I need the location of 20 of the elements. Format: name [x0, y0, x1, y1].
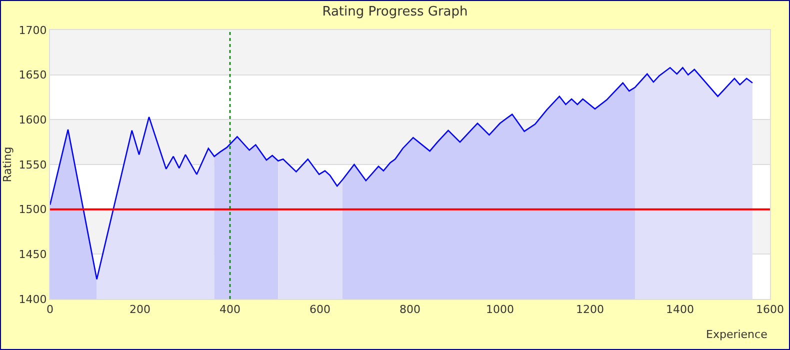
x-tick-label: 400: [220, 303, 240, 316]
y-tick-label: 1500: [18, 203, 47, 216]
x-tick-label: 600: [310, 303, 330, 316]
x-tick-label: 1200: [576, 303, 604, 316]
x-tick-label: 1400: [666, 303, 694, 316]
line-series: [50, 67, 754, 280]
y-tick-label: 1400: [18, 292, 47, 306]
y-tick-label: 1450: [18, 248, 47, 262]
x-tick-label: 0: [46, 303, 54, 316]
x-tick-label: 1000: [486, 303, 514, 316]
y-axis-title: Rating: [1, 146, 14, 182]
y-tick-label: 1600: [18, 114, 47, 127]
x-tick-label: 800: [400, 303, 420, 316]
x-tick-label: 1600: [756, 303, 784, 316]
y-tick-label: 1550: [18, 158, 47, 172]
chart-title: Rating Progress Graph: [322, 4, 468, 20]
x-axis-title: Experience: [706, 328, 768, 341]
x-tick-label: 200: [130, 303, 150, 316]
y-tick-label: 1650: [18, 68, 47, 82]
y-tick-label: 1700: [18, 24, 47, 37]
